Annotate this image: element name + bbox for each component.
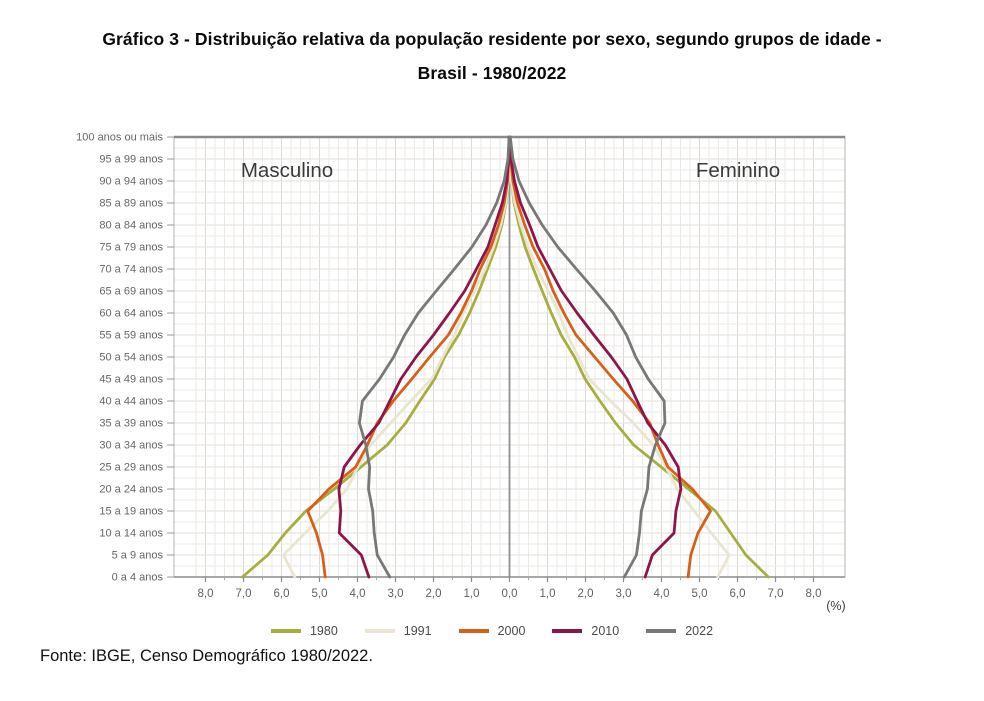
x-tick-label: 3,0 [616, 588, 632, 600]
x-tick-label: 8,0 [806, 588, 822, 600]
y-axis: 100 anos ou mais 95 a 99 anos 90 a 94 anos… [76, 132, 174, 584]
source-note: Fonte: IBGE, Censo Demográfico 1980/2022… [40, 647, 373, 665]
series-2000-male [306, 135, 511, 579]
series-2010-female [508, 135, 683, 579]
x-tick-label: 8,0 [198, 588, 214, 600]
legend-item-1980: 1980 [270, 624, 338, 638]
age-group-label: 100 anos ou mais [76, 132, 163, 144]
x-tick-label: 2,0 [578, 588, 594, 600]
chart-title: Gráfico 3 - Distribuição relativa da pop… [0, 22, 984, 90]
x-axis: 8,0 7,0 6,0 5,0 4,0 3,0 2,0 1,0 0,0 1,0 2,0 3,0 4,0 5… [174, 576, 846, 613]
legend-item-2000: 2000 [458, 624, 526, 638]
age-group-label: 30 a 34 anos [99, 440, 163, 452]
x-tick-label: 6,0 [274, 588, 290, 600]
legend-item-2010: 2010 [552, 624, 619, 638]
chart-legend: 1980 1991 2000 2010 2022 [0, 621, 984, 641]
x-tick-label: 7,0 [236, 588, 252, 600]
age-group-label: 10 a 14 anos [99, 528, 163, 540]
series-2010-male [337, 135, 511, 579]
legend-swatch-1991 [364, 629, 395, 633]
series-2022-female [508, 135, 667, 579]
series-1991-female [508, 135, 731, 579]
x-tick-label: 1,0 [464, 588, 480, 600]
x-tick-label: 3,0 [388, 588, 404, 600]
age-group-label: 45 a 49 anos [99, 374, 163, 386]
x-tick-label: 4,0 [350, 588, 366, 600]
age-group-label: 0 a 4 anos [112, 572, 164, 584]
age-group-label: 35 a 39 anos [99, 418, 163, 430]
age-group-label: 20 a 24 anos [99, 484, 163, 496]
female-side-label: Feminino [696, 159, 780, 182]
x-tick-label: 4,0 [654, 588, 670, 600]
legend-label-1980: 1980 [309, 624, 338, 638]
age-group-label: 5 a 9 anos [112, 550, 164, 562]
legend-swatch-2010 [552, 629, 583, 633]
x-tick-label: 0,0 [502, 588, 518, 600]
x-tick-label: 5,0 [692, 588, 708, 600]
age-group-label: 85 a 89 anos [99, 198, 163, 210]
legend-label-2010: 2010 [591, 624, 620, 638]
age-group-label: 55 a 59 anos [99, 330, 163, 342]
percent-unit-label: (%) [826, 599, 845, 613]
age-group-label: 15 a 19 anos [99, 506, 163, 518]
legend-label-2022: 2022 [685, 624, 714, 638]
x-tick-label: 2,0 [426, 588, 442, 600]
legend-item-2022: 2022 [646, 624, 713, 638]
age-group-label: 40 a 44 anos [99, 396, 163, 408]
legend-swatch-1980 [270, 629, 301, 633]
x-tick-label: 7,0 [768, 588, 784, 600]
male-side-label: Masculino [241, 159, 333, 182]
age-group-label: 75 a 79 anos [99, 242, 163, 254]
legend-item-1991: 1991 [364, 624, 432, 638]
age-group-label: 50 a 54 anos [99, 352, 163, 364]
age-group-label: 60 a 64 anos [99, 308, 163, 320]
age-group-label: 25 a 29 anos [99, 462, 163, 474]
age-group-label: 90 a 94 anos [99, 176, 163, 188]
series-1991 [281, 135, 731, 579]
age-group-label: 95 a 99 anos [99, 154, 163, 166]
legend-swatch-2000 [458, 629, 489, 633]
legend-label-2000: 2000 [497, 624, 526, 638]
legend-swatch-2022 [646, 629, 677, 633]
series-2022-male [357, 135, 511, 579]
x-tick-label: 1,0 [540, 588, 556, 600]
chart-title-line1: Gráfico 3 - Distribuição relativa da pop… [102, 29, 882, 49]
series-2022 [357, 135, 667, 579]
series-2010 [337, 135, 683, 579]
x-tick-label: 5,0 [312, 588, 328, 600]
chart-title-line2: Brasil - 1980/2022 [417, 63, 567, 83]
age-group-label: 70 a 74 anos [99, 264, 163, 276]
series-1991-male [281, 135, 511, 579]
x-tick-label: 6,0 [730, 588, 746, 600]
series-2000 [306, 135, 712, 579]
legend-label-1991: 1991 [403, 624, 432, 638]
age-group-label: 65 a 69 anos [99, 286, 163, 298]
age-group-label: 80 a 84 anos [99, 220, 163, 232]
series-2000-female [508, 135, 712, 579]
